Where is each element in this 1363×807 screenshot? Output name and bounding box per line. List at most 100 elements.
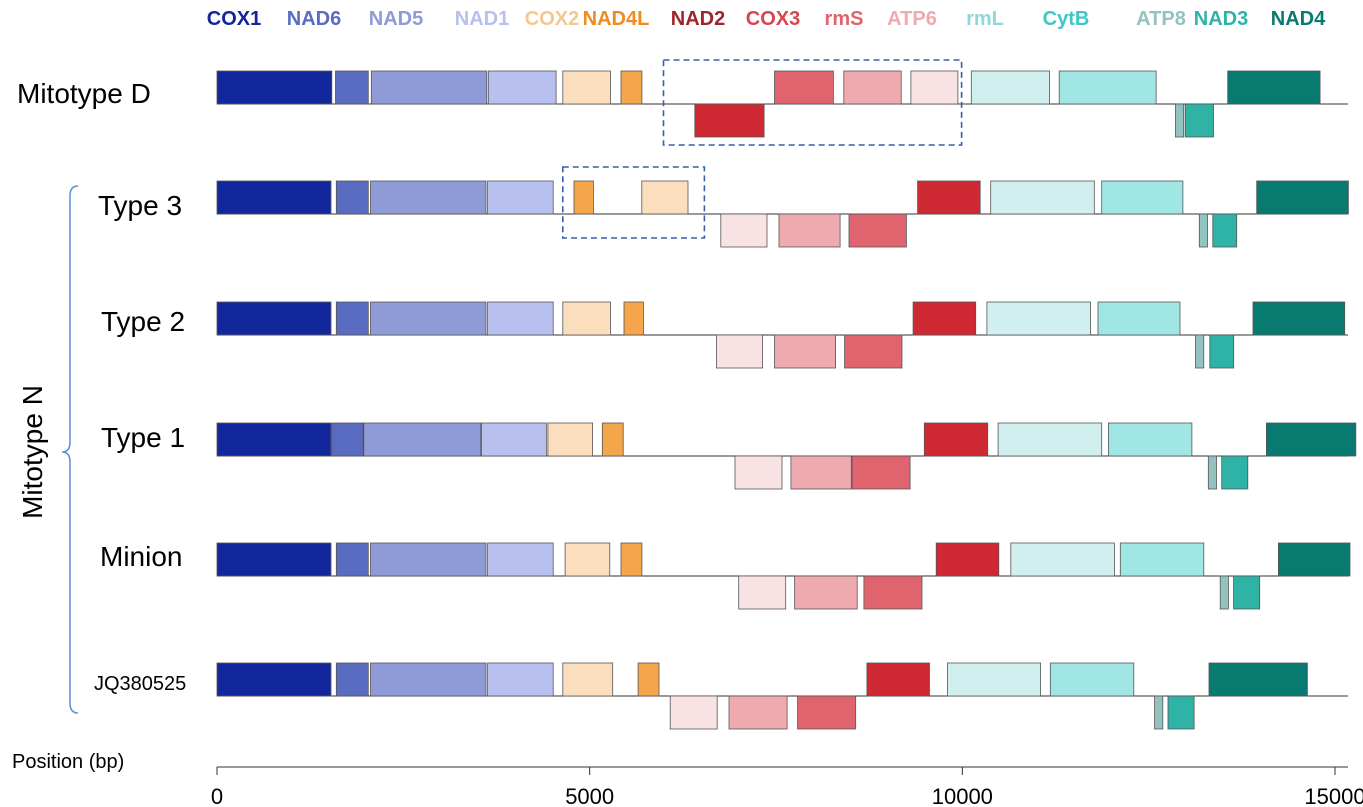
legend-nad2: NAD2 xyxy=(671,8,725,30)
gene-nad4l xyxy=(620,70,643,105)
gene-nad3 xyxy=(1184,103,1214,138)
row-mitotype-d: Mitotype D xyxy=(17,70,1348,138)
gene-rms xyxy=(774,334,836,369)
legend-nad5: NAD5 xyxy=(369,8,423,30)
gene-atp6 xyxy=(734,455,783,490)
gene-nad1 xyxy=(487,70,557,105)
gene-cox2 xyxy=(641,180,689,215)
legend-nad4l: NAD4L xyxy=(583,8,650,30)
gene-cytb xyxy=(1049,662,1135,697)
legend-nad1: NAD1 xyxy=(455,8,509,30)
axis-tick-label: 10000 xyxy=(932,784,993,807)
gene-cytb xyxy=(1119,542,1205,577)
gene-nad6 xyxy=(335,301,369,336)
gene-legend: COX1 NAD6 NAD5 NAD1 COX2 NAD4L NAD2 COX3 rmS ATP6… xyxy=(207,8,1326,30)
row-type-3: Type 3 xyxy=(98,180,1349,248)
gene-nad4l xyxy=(623,301,644,336)
gene-rml xyxy=(947,662,1042,697)
axis-title: Position (bp) xyxy=(12,751,124,773)
genome-rows: Mitotype D Type 3 Type 2 Type 1 Minion JQ3805… xyxy=(17,59,1357,730)
mitotype-n-group: Mitotype N xyxy=(17,185,79,714)
gene-cox1 xyxy=(216,301,332,336)
gene-rml xyxy=(970,70,1050,105)
gene-cox1 xyxy=(216,662,332,697)
gene-cox1 xyxy=(216,542,332,577)
gene-nad5 xyxy=(370,542,487,577)
gene-nad4l xyxy=(601,422,624,457)
row-jq380525: JQ380525 xyxy=(94,662,1348,730)
gene-cytb xyxy=(1101,180,1184,215)
row-minion: Minion xyxy=(100,541,1351,610)
gene-atp6 xyxy=(738,575,787,610)
gene-nad2 xyxy=(866,662,930,697)
gene-rml xyxy=(997,422,1103,457)
gene-nad4 xyxy=(1208,662,1308,697)
legend-rml: rmL xyxy=(966,8,1004,30)
gene-cytb xyxy=(1108,422,1193,457)
legend-cox3: COX3 xyxy=(746,8,800,30)
gene-atp6 xyxy=(716,334,764,369)
gene-nad1 xyxy=(487,180,554,215)
row-label: Mitotype D xyxy=(17,78,151,109)
gene-nad4l xyxy=(573,180,594,215)
gene-rms xyxy=(778,213,841,248)
gene-rms xyxy=(843,70,902,105)
highlight-box xyxy=(662,59,963,146)
gene-cox3 xyxy=(851,455,911,490)
gene-nad1 xyxy=(487,301,554,336)
group-bracket xyxy=(61,185,79,714)
gene-atp8 xyxy=(1195,334,1205,369)
gene-atp8 xyxy=(1175,103,1185,138)
gene-cytb xyxy=(1097,301,1181,336)
gene-nad6 xyxy=(335,662,369,697)
gene-atp6 xyxy=(669,695,718,730)
gene-nad4l xyxy=(620,542,643,577)
gene-nad4 xyxy=(1227,70,1321,105)
gene-cox1 xyxy=(216,180,332,215)
gene-cytb xyxy=(1058,70,1157,105)
gene-cox2 xyxy=(562,70,611,105)
gene-nad3 xyxy=(1212,213,1238,248)
gene-rml xyxy=(1010,542,1115,577)
gene-rml xyxy=(990,180,1095,215)
legend-cox2: COX2 xyxy=(525,8,579,30)
gene-nad4 xyxy=(1278,542,1351,577)
row-type-1: Type 1 xyxy=(101,422,1357,490)
axis-tick-label: 0 xyxy=(211,784,223,807)
gene-cox3 xyxy=(863,575,923,610)
gene-cox2 xyxy=(562,662,614,697)
gene-cox3 xyxy=(774,70,834,105)
axis-tick-label: 15000 xyxy=(1304,784,1363,807)
legend-cox1: COX1 xyxy=(207,8,261,30)
gene-nad5 xyxy=(370,180,487,215)
gene-atp8 xyxy=(1154,695,1164,730)
gene-nad4l xyxy=(637,662,660,697)
position-axis: Position (bp) 0 5000 10000 15000 xyxy=(12,751,1363,807)
row-label: JQ380525 xyxy=(94,673,186,695)
gene-atp8 xyxy=(1198,213,1208,248)
gene-cox1 xyxy=(216,70,333,105)
row-label: Type 1 xyxy=(101,422,185,453)
legend-rms: rmS xyxy=(825,8,864,30)
row-label: Type 2 xyxy=(101,306,185,337)
gene-atp6 xyxy=(910,70,959,105)
gene-nad1 xyxy=(487,662,554,697)
gene-nad5 xyxy=(363,422,482,457)
legend-atp8: ATP8 xyxy=(1136,8,1186,30)
legend-nad4: NAD4 xyxy=(1271,8,1326,30)
row-label: Minion xyxy=(100,541,182,572)
axis-tick-label: 5000 xyxy=(565,784,614,807)
gene-nad4 xyxy=(1256,180,1349,215)
gene-cox3 xyxy=(797,695,857,730)
gene-nad6 xyxy=(335,180,369,215)
gene-nad3 xyxy=(1209,334,1235,369)
gene-nad6 xyxy=(335,542,369,577)
gene-nad3 xyxy=(1221,455,1249,490)
legend-nad6: NAD6 xyxy=(287,8,341,30)
gene-nad5 xyxy=(370,70,488,105)
gene-nad3 xyxy=(1233,575,1261,610)
gene-nad2 xyxy=(694,103,765,138)
gene-nad4 xyxy=(1266,422,1357,457)
highlight-box xyxy=(561,166,706,239)
